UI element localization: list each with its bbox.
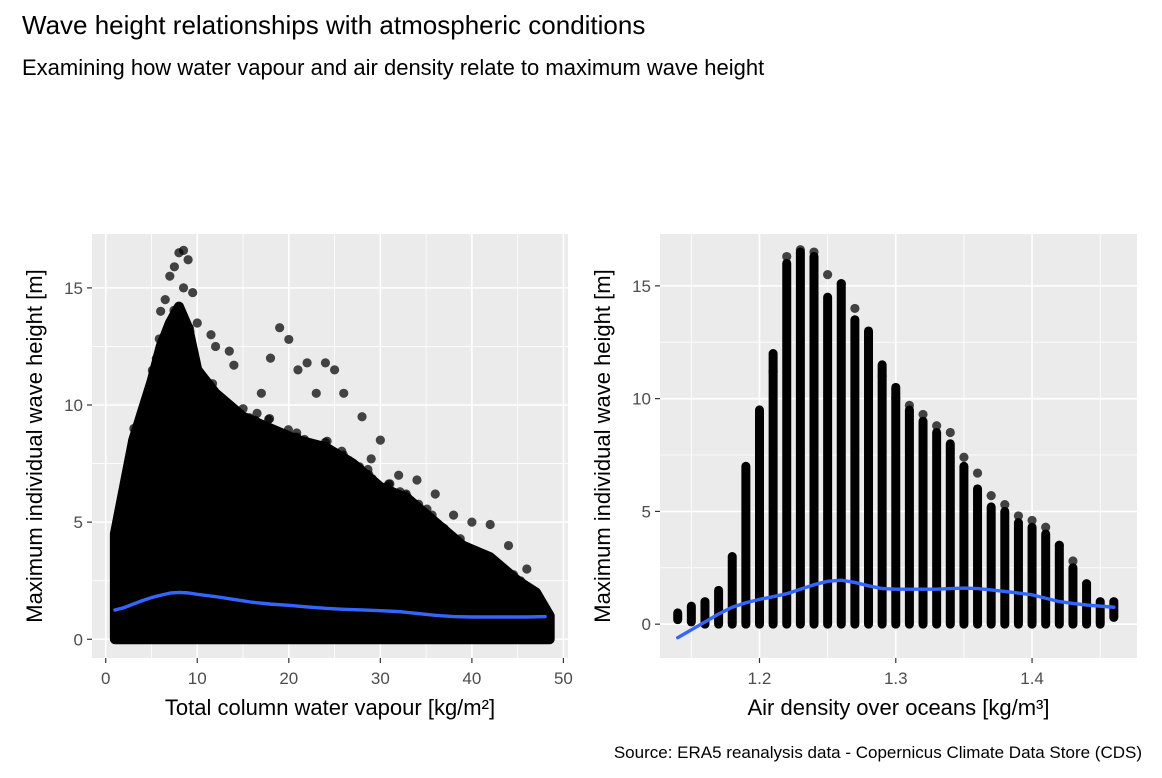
data-point [183, 255, 193, 265]
data-point [339, 388, 349, 398]
x-tick-label: 40 [462, 669, 481, 688]
data-point [823, 269, 833, 280]
y-tick-label: 5 [74, 513, 83, 532]
data-point [357, 412, 367, 422]
data-point [1013, 511, 1024, 521]
data-point [412, 475, 422, 485]
data-point [160, 294, 170, 305]
y-tick-label: 15 [64, 279, 83, 298]
data-point [256, 388, 266, 398]
smooth-line [676, 578, 1116, 640]
data-point [366, 454, 376, 464]
data-point [229, 360, 239, 370]
data-point [206, 330, 216, 340]
data-point [850, 303, 860, 314]
data-point [503, 540, 514, 551]
data-point [1027, 515, 1037, 526]
data-point [302, 358, 312, 368]
data-point [210, 341, 221, 352]
data-point [430, 489, 440, 499]
y-tick-label: 10 [64, 396, 83, 415]
data-point [320, 358, 331, 368]
x-tick-label: 0 [101, 669, 110, 688]
x-tick-label: 20 [279, 669, 298, 688]
x-tick-label: 50 [554, 669, 573, 688]
x-axis-title: Air density over oceans [kg/m³] [747, 695, 1049, 720]
smooth-line [113, 590, 547, 619]
x-tick-label: 1.3 [884, 669, 908, 688]
chart-subtitle: Examining how water vapour and air densi… [22, 55, 765, 80]
y-tick-label: 0 [74, 630, 83, 649]
data-point [178, 245, 189, 255]
x-tick-label: 1.4 [1020, 669, 1044, 688]
data-point [467, 517, 477, 527]
x-axis-title: Total column water vapour [kg/m²] [165, 695, 495, 720]
data-point [485, 519, 495, 530]
panel-air-density: 1.2 1.3 1.4 0 5 10 15 Air density over oceans [… [590, 234, 1137, 720]
data-point [448, 510, 459, 520]
data-point [265, 353, 276, 363]
data-point [293, 365, 303, 375]
data-point [918, 409, 928, 420]
point-cloud [109, 301, 555, 645]
y-tick-label: 15 [632, 277, 651, 296]
data-point [972, 468, 983, 478]
data-point [311, 388, 321, 398]
y-axis-title: Maximum individual wave height [m] [590, 269, 615, 622]
data-point [522, 564, 532, 574]
x-tick-label: 30 [371, 669, 390, 688]
data-point [1068, 556, 1078, 566]
data-point [284, 334, 294, 345]
data-point [329, 365, 340, 375]
y-tick-label: 10 [632, 390, 651, 409]
data-point [169, 262, 179, 272]
y-tick-label: 5 [642, 502, 651, 521]
x-tick-label: 1.2 [748, 669, 772, 688]
data-point [224, 346, 234, 356]
data-point [188, 287, 198, 298]
data-point [782, 251, 792, 262]
data-point [252, 408, 262, 418]
data-point [394, 470, 404, 480]
data-point [275, 323, 285, 333]
data-point [959, 452, 969, 462]
data-point [375, 435, 385, 445]
y-tick-label: 0 [642, 615, 651, 634]
data-point [192, 318, 202, 328]
data-point [932, 421, 942, 431]
data-point [1000, 500, 1010, 510]
chart-title: Wave height relationships with atmospher… [22, 10, 646, 40]
y-axis-title: Maximum individual wave height [m] [22, 269, 47, 622]
chart-caption: Source: ERA5 reanalysis data - Copernicu… [613, 743, 1142, 762]
panel-water-vapour: 0 10 20 30 40 50 0 5 10 15 Total column water vapo… [22, 234, 573, 720]
x-tick-label: 10 [188, 669, 207, 688]
data-point [178, 283, 189, 293]
data-point [156, 306, 166, 316]
data-point [1041, 522, 1051, 532]
data-point [945, 427, 955, 438]
data-point [165, 271, 175, 281]
data-point [986, 491, 996, 501]
